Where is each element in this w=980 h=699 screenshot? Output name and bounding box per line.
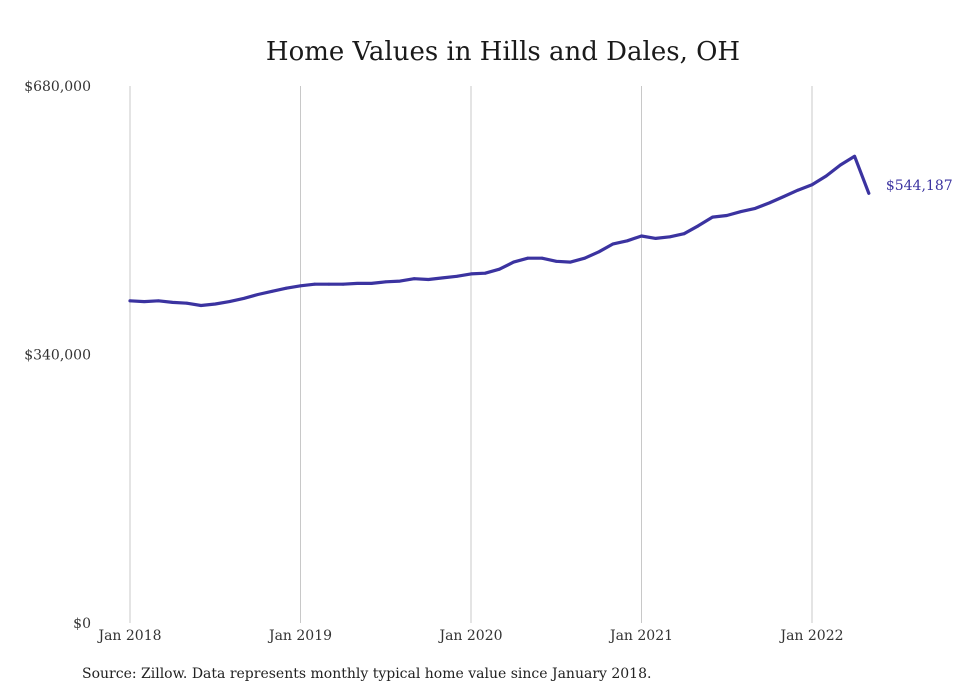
data-point-0-22 bbox=[441, 276, 444, 280]
y-tick-label-1: $340,000 bbox=[24, 348, 91, 364]
data-point-0-1 bbox=[142, 300, 146, 303]
data-point-0-42 bbox=[725, 214, 729, 217]
data-point-0-44 bbox=[753, 207, 757, 210]
data-point-0-10 bbox=[270, 289, 274, 293]
data-point-0-31 bbox=[569, 260, 572, 264]
chart-title: Home Values in Hills and Dales, OH bbox=[266, 37, 740, 67]
data-point-0-14 bbox=[327, 282, 331, 286]
y-tick-label-2: $680,000 bbox=[24, 79, 91, 95]
data-point-0-32 bbox=[583, 256, 587, 260]
y-tick-label-0: $0 bbox=[73, 616, 91, 632]
data-point-0-37 bbox=[654, 237, 658, 240]
data-point-0-43 bbox=[739, 210, 743, 214]
data-point-0-11 bbox=[284, 286, 288, 290]
series-layer bbox=[128, 154, 871, 308]
data-point-0-48 bbox=[810, 183, 814, 187]
data-point-0-50 bbox=[839, 163, 842, 167]
end-value-label: $544,187 bbox=[886, 178, 953, 194]
data-point-0-25 bbox=[483, 271, 487, 275]
data-point-0-24 bbox=[469, 272, 473, 276]
data-point-0-4 bbox=[185, 301, 189, 305]
data-point-0-39 bbox=[682, 232, 686, 236]
data-point-0-21 bbox=[427, 278, 430, 281]
data-point-0-29 bbox=[540, 256, 544, 260]
data-point-0-23 bbox=[455, 274, 459, 278]
data-point-0-6 bbox=[213, 302, 217, 306]
data-point-0-3 bbox=[171, 301, 175, 304]
data-point-0-34 bbox=[611, 242, 615, 246]
data-point-0-9 bbox=[256, 293, 260, 296]
data-point-0-47 bbox=[796, 188, 800, 192]
data-point-0-12 bbox=[299, 284, 302, 288]
series-line-0 bbox=[128, 154, 871, 308]
data-point-0-16 bbox=[355, 282, 359, 285]
x-tick-label-1: Jan 2019 bbox=[267, 628, 332, 644]
data-point-0-13 bbox=[313, 282, 317, 286]
data-point-0-20 bbox=[412, 277, 416, 281]
data-point-0-30 bbox=[554, 259, 558, 263]
data-point-0-0 bbox=[128, 299, 132, 303]
x-tick-label-0: Jan 2018 bbox=[96, 628, 161, 644]
data-point-0-8 bbox=[242, 297, 246, 300]
data-point-0-51 bbox=[853, 154, 856, 158]
data-point-0-18 bbox=[384, 280, 388, 284]
data-point-0-33 bbox=[597, 250, 601, 254]
data-point-0-38 bbox=[668, 235, 672, 239]
data-point-0-49 bbox=[824, 174, 828, 178]
x-axis-tick-labels: Jan 2018 Jan 2019 Jan 2020 Jan 2021 Jan 2022 bbox=[96, 628, 843, 644]
data-point-0-46 bbox=[782, 195, 785, 199]
x-tick-label-4: Jan 2022 bbox=[778, 628, 843, 644]
data-point-0-45 bbox=[768, 201, 771, 205]
data-point-0-41 bbox=[711, 215, 714, 219]
data-point-0-28 bbox=[526, 256, 530, 260]
data-point-0-52 bbox=[867, 191, 871, 195]
data-point-0-40 bbox=[696, 224, 700, 228]
data-point-0-19 bbox=[398, 279, 402, 283]
data-point-0-36 bbox=[640, 234, 643, 238]
data-point-0-2 bbox=[157, 299, 160, 303]
y-axis-tick-labels: $0 $340,000 $680,000 bbox=[24, 79, 91, 632]
x-tick-label-3: Jan 2021 bbox=[608, 628, 673, 644]
x-tick-label-2: Jan 2020 bbox=[437, 628, 502, 644]
data-point-0-26 bbox=[498, 267, 501, 271]
source-note: Source: Zillow. Data represents monthly … bbox=[82, 666, 652, 682]
data-point-0-15 bbox=[341, 282, 345, 286]
data-point-0-27 bbox=[512, 260, 515, 264]
data-point-0-17 bbox=[370, 282, 373, 285]
data-point-0-35 bbox=[625, 239, 629, 243]
data-point-0-5 bbox=[199, 304, 203, 307]
gridlines bbox=[129, 86, 813, 623]
data-point-0-7 bbox=[228, 300, 231, 303]
